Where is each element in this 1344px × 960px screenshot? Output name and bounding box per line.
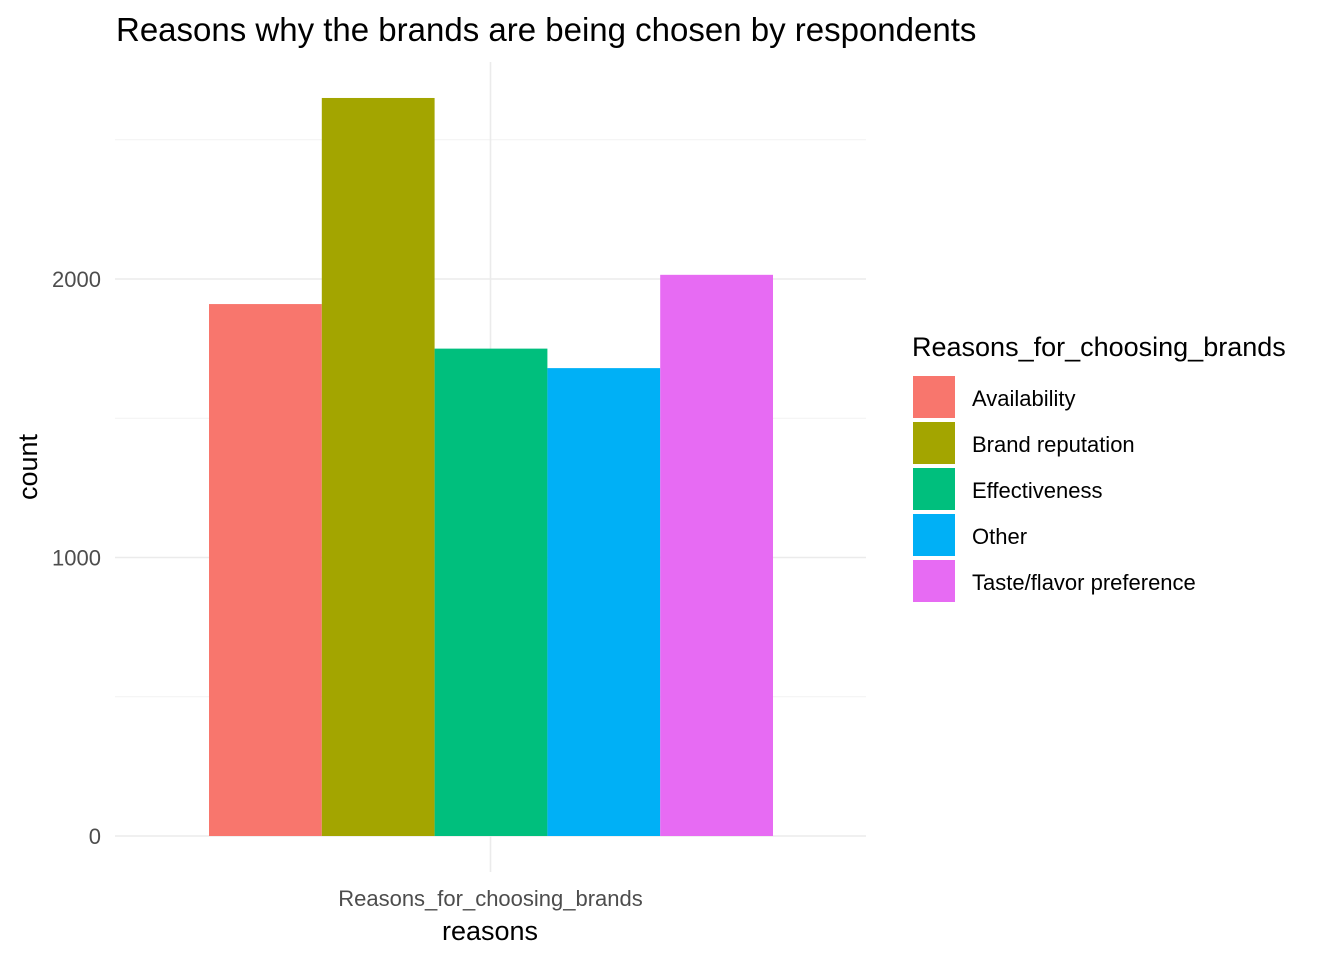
chart-title: Reasons why the brands are being chosen … xyxy=(116,11,976,48)
y-ticks: 0 1000 2000 xyxy=(52,267,101,849)
bar xyxy=(321,97,435,837)
legend-key xyxy=(913,468,955,510)
x-axis-title: reasons xyxy=(442,916,538,946)
y-tick-label: 1000 xyxy=(52,546,101,571)
legend: Reasons_for_choosing_brands Availability… xyxy=(912,332,1286,602)
legend-key xyxy=(913,422,955,464)
bar xyxy=(434,348,548,836)
bar xyxy=(660,274,773,836)
bar xyxy=(209,304,322,836)
x-ticks: Reasons_for_choosing_brands xyxy=(338,886,643,911)
legend-label: Other xyxy=(972,524,1027,549)
bars xyxy=(209,97,773,837)
x-tick-label: Reasons_for_choosing_brands xyxy=(338,886,643,911)
y-tick-label: 0 xyxy=(89,824,101,849)
legend-label: Effectiveness xyxy=(972,478,1102,503)
legend-key xyxy=(913,514,955,556)
legend-label: Availability xyxy=(972,386,1076,411)
legend-key xyxy=(913,376,955,418)
bar xyxy=(547,368,661,836)
legend-label: Brand reputation xyxy=(972,432,1135,457)
legend-title: Reasons_for_choosing_brands xyxy=(912,332,1286,362)
y-axis-title: count xyxy=(13,433,43,500)
legend-key xyxy=(913,560,955,602)
y-tick-label: 2000 xyxy=(52,267,101,292)
legend-label: Taste/flavor preference xyxy=(972,570,1196,595)
